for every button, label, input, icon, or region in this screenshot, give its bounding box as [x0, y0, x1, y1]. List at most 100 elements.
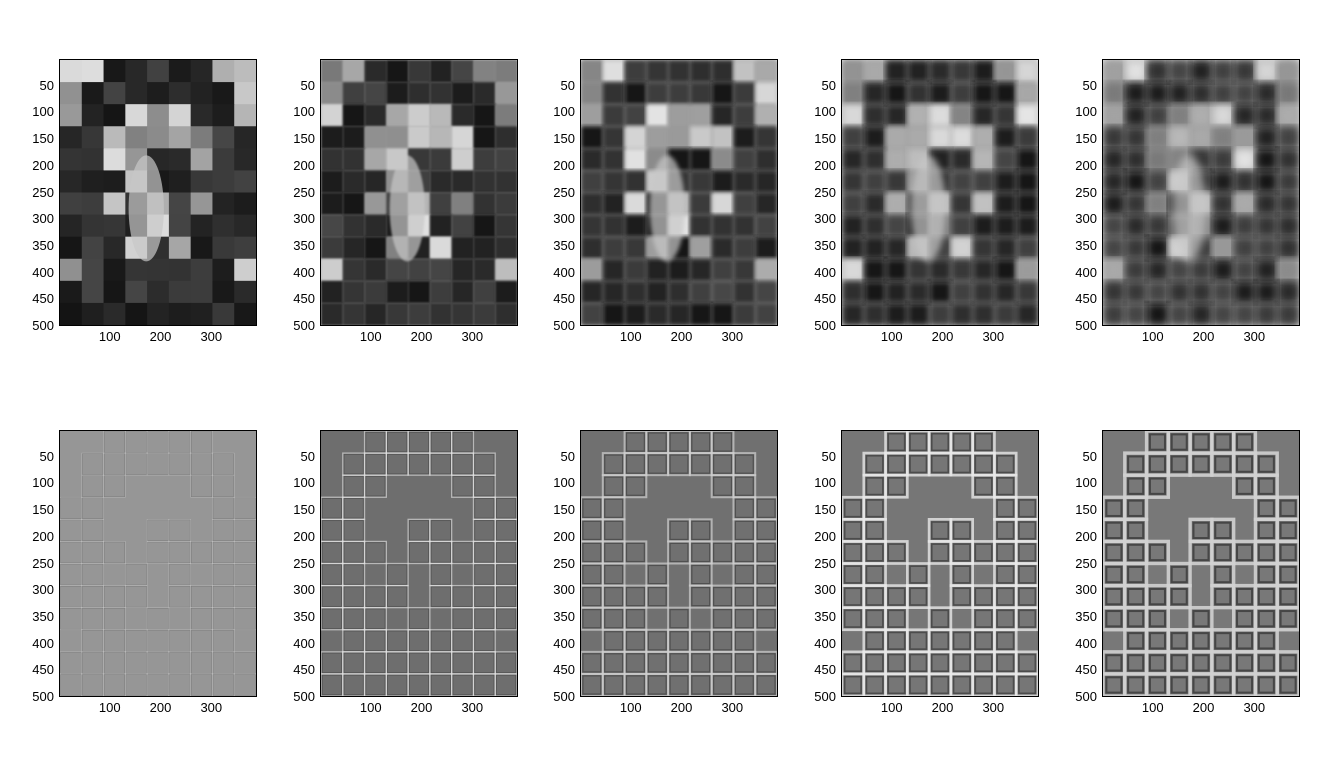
y-tick-label: 350 — [293, 608, 315, 624]
y-tick-label: 400 — [553, 635, 575, 651]
y-tick-label: 100 — [814, 475, 836, 491]
y-tick-label: 50 — [300, 77, 315, 93]
y-tick-label: 500 — [553, 689, 575, 704]
y-tick-label: 350 — [553, 608, 575, 624]
y-tick-label: 100 — [32, 104, 54, 120]
y-tick-label: 400 — [32, 264, 54, 280]
y-tick-label: 400 — [814, 264, 836, 280]
y-tick-label: 350 — [553, 237, 575, 253]
x-tick-label: 100 — [98, 329, 121, 344]
y-tick-label: 300 — [553, 211, 575, 227]
y-tick-label: 450 — [293, 662, 315, 678]
x-tick-label: 100 — [1141, 700, 1164, 715]
image-canvas — [1103, 431, 1299, 696]
x-tick-label: 100 — [619, 700, 642, 715]
y-tick-label: 150 — [814, 131, 836, 147]
y-tick-label: 500 — [293, 318, 315, 333]
x-tick-label: 200 — [1192, 329, 1215, 344]
x-tick-label: 100 — [880, 700, 903, 715]
y-tick-label: 200 — [814, 528, 836, 544]
y-tick-label: 250 — [814, 184, 836, 200]
y-tick-label: 200 — [1075, 157, 1097, 173]
y-tick-label: 200 — [553, 157, 575, 173]
x-tick-label: 300 — [721, 700, 744, 715]
x-tick-label: 300 — [200, 700, 223, 715]
y-tick-label: 450 — [1075, 662, 1097, 678]
y-tick-label: 250 — [1075, 184, 1097, 200]
y-tick-label: 300 — [553, 582, 575, 598]
highpass-image-3 — [580, 430, 778, 697]
y-tick-label: 100 — [293, 104, 315, 120]
lowpass-image-5 — [1102, 59, 1300, 326]
y-tick-label: 250 — [553, 184, 575, 200]
x-tick-label: 300 — [461, 700, 484, 715]
y-tick-label: 50 — [560, 77, 575, 93]
y-tick-label: 400 — [293, 264, 315, 280]
image-canvas — [1103, 60, 1299, 325]
y-tick-label: 100 — [1075, 104, 1097, 120]
lowpass-image-2 — [320, 59, 518, 326]
x-tick-label: 200 — [149, 700, 172, 715]
y-tick-label: 250 — [293, 184, 315, 200]
x-tick-label: 100 — [619, 329, 642, 344]
y-tick-label: 150 — [553, 131, 575, 147]
x-tick-label: 200 — [149, 329, 172, 344]
y-tick-label: 500 — [1075, 689, 1097, 704]
y-tick-label: 200 — [553, 528, 575, 544]
y-tick-label: 100 — [814, 104, 836, 120]
x-tick-label: 200 — [931, 329, 954, 344]
y-tick-label: 100 — [553, 475, 575, 491]
y-tick-label: 500 — [32, 689, 54, 704]
y-tick-label: 150 — [553, 502, 575, 518]
y-tick-label: 450 — [814, 662, 836, 678]
x-tick-label: 200 — [410, 700, 433, 715]
y-tick-label: 300 — [32, 211, 54, 227]
y-tick-label: 250 — [32, 555, 54, 571]
y-tick-label: 400 — [32, 635, 54, 651]
y-tick-label: 500 — [1075, 318, 1097, 333]
highpass-image-5 — [1102, 430, 1300, 697]
y-tick-label: 100 — [1075, 475, 1097, 491]
y-tick-label: 250 — [553, 555, 575, 571]
x-tick-label: 300 — [721, 329, 744, 344]
y-tick-label: 50 — [300, 448, 315, 464]
y-tick-label: 300 — [1075, 582, 1097, 598]
highpass-image-2 — [320, 430, 518, 697]
image-canvas — [581, 60, 777, 325]
highpass-image-4 — [841, 430, 1039, 697]
x-tick-label: 300 — [1243, 700, 1266, 715]
y-tick-label: 400 — [293, 635, 315, 651]
y-tick-label: 400 — [1075, 264, 1097, 280]
y-tick-label: 150 — [293, 131, 315, 147]
y-tick-label: 200 — [32, 157, 54, 173]
y-tick-label: 200 — [1075, 528, 1097, 544]
y-tick-label: 350 — [1075, 608, 1097, 624]
y-tick-label: 350 — [814, 237, 836, 253]
y-tick-label: 250 — [814, 555, 836, 571]
y-tick-label: 50 — [821, 77, 836, 93]
y-tick-label: 400 — [1075, 635, 1097, 651]
image-canvas — [321, 60, 517, 325]
lowpass-image-3 — [580, 59, 778, 326]
y-tick-label: 450 — [32, 662, 54, 678]
y-tick-label: 400 — [814, 635, 836, 651]
y-tick-label: 50 — [1082, 77, 1097, 93]
y-tick-label: 50 — [821, 448, 836, 464]
y-tick-label: 150 — [293, 502, 315, 518]
y-tick-label: 300 — [1075, 211, 1097, 227]
y-tick-label: 350 — [32, 608, 54, 624]
image-canvas — [842, 431, 1038, 696]
y-tick-label: 200 — [293, 157, 315, 173]
y-tick-label: 500 — [814, 318, 836, 333]
y-tick-label: 500 — [32, 318, 54, 333]
y-tick-label: 250 — [293, 555, 315, 571]
y-tick-label: 500 — [293, 689, 315, 704]
x-tick-label: 200 — [1192, 700, 1215, 715]
x-tick-label: 100 — [880, 329, 903, 344]
y-tick-label: 400 — [553, 264, 575, 280]
y-tick-label: 200 — [814, 157, 836, 173]
x-tick-label: 200 — [931, 700, 954, 715]
y-tick-label: 50 — [39, 448, 54, 464]
x-tick-label: 300 — [1243, 329, 1266, 344]
y-tick-label: 100 — [293, 475, 315, 491]
